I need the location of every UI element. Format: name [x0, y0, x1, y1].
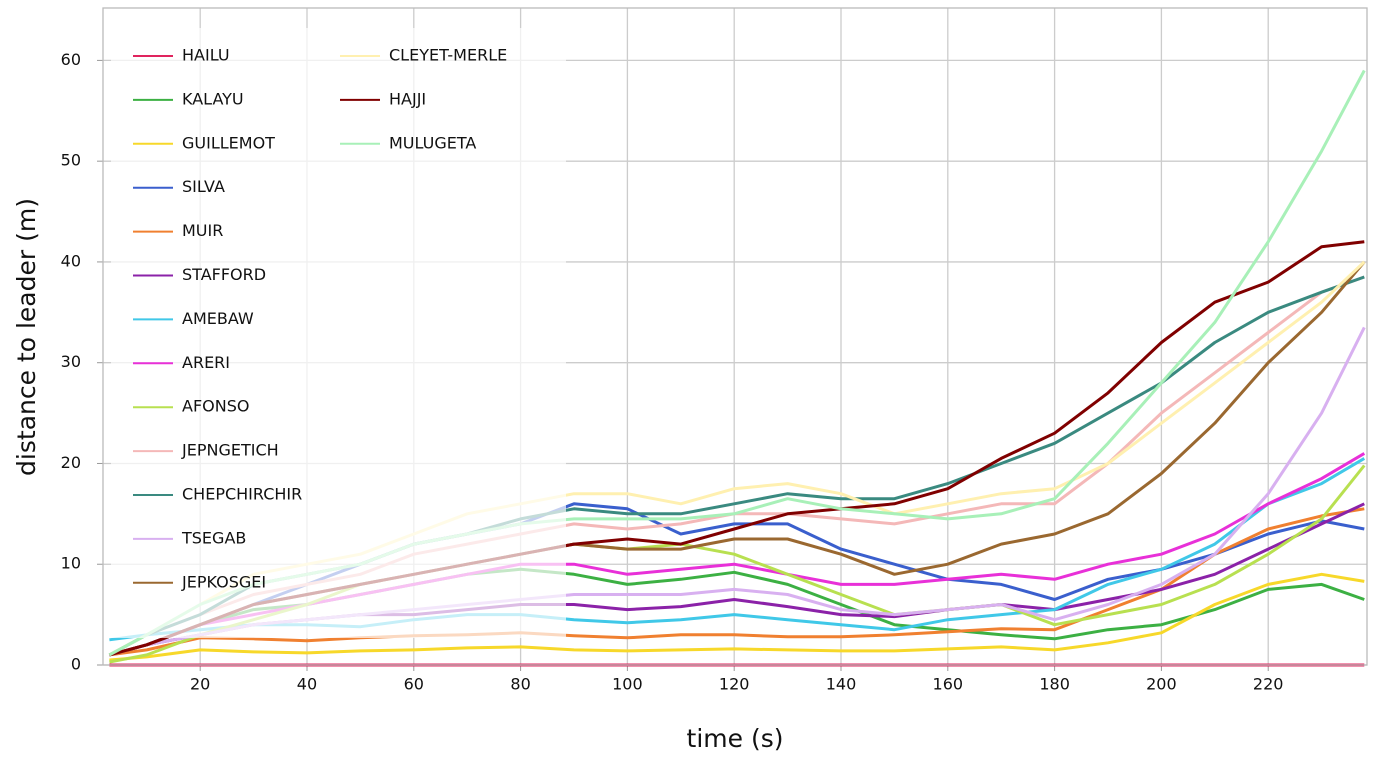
legend-label: CLEYET-MERLE	[389, 46, 507, 65]
legend-label: GUILLEMOT	[182, 133, 275, 152]
series-line	[109, 572, 1365, 662]
legend-label: MULUGETA	[389, 133, 476, 152]
x-axis-label: time (s)	[687, 724, 784, 753]
y-tick-label: 0	[71, 655, 81, 674]
legend-label: TSEGAB	[181, 528, 246, 547]
legend-label: HAJJI	[389, 89, 426, 108]
legend-label: HAILU	[182, 46, 230, 65]
x-tick-label: 180	[1039, 675, 1070, 694]
x-tick-label: 100	[612, 675, 643, 694]
y-tick-label: 50	[61, 151, 81, 170]
x-tick-label: 220	[1253, 675, 1284, 694]
legend-label: KALAYU	[182, 89, 244, 108]
legend-label: SILVA	[182, 177, 225, 196]
plot-frame	[102, 7, 1368, 666]
x-tick-label: 160	[933, 675, 964, 694]
legend-label: CHEPCHIRCHIR	[182, 485, 302, 504]
legend-background	[111, 28, 566, 638]
y-tick-label: 10	[61, 554, 81, 573]
x-tick-label: 20	[190, 675, 210, 694]
x-tick-label: 40	[297, 675, 317, 694]
legend-label: ARERI	[182, 353, 230, 372]
x-tick-label: 80	[510, 675, 530, 694]
legend-label: AMEBAW	[182, 309, 254, 328]
legend-label: JEPNGETICH	[181, 441, 279, 460]
x-tick-label: 200	[1146, 675, 1177, 694]
legend-label: MUIR	[182, 221, 223, 240]
x-tick-label: 120	[719, 675, 750, 694]
legend-label: JEPKOSGEI	[181, 572, 266, 591]
y-tick-label: 40	[61, 251, 81, 270]
x-tick-label: 140	[826, 675, 857, 694]
y-axis-label: distance to leader (m)	[12, 198, 41, 476]
legend-label: STAFFORD	[182, 265, 266, 284]
legend-label: AFONSO	[182, 397, 249, 416]
y-tick-label: 60	[61, 50, 81, 69]
y-tick-label: 20	[61, 453, 81, 472]
y-tick-label: 30	[61, 352, 81, 371]
x-tick-label: 60	[404, 675, 424, 694]
